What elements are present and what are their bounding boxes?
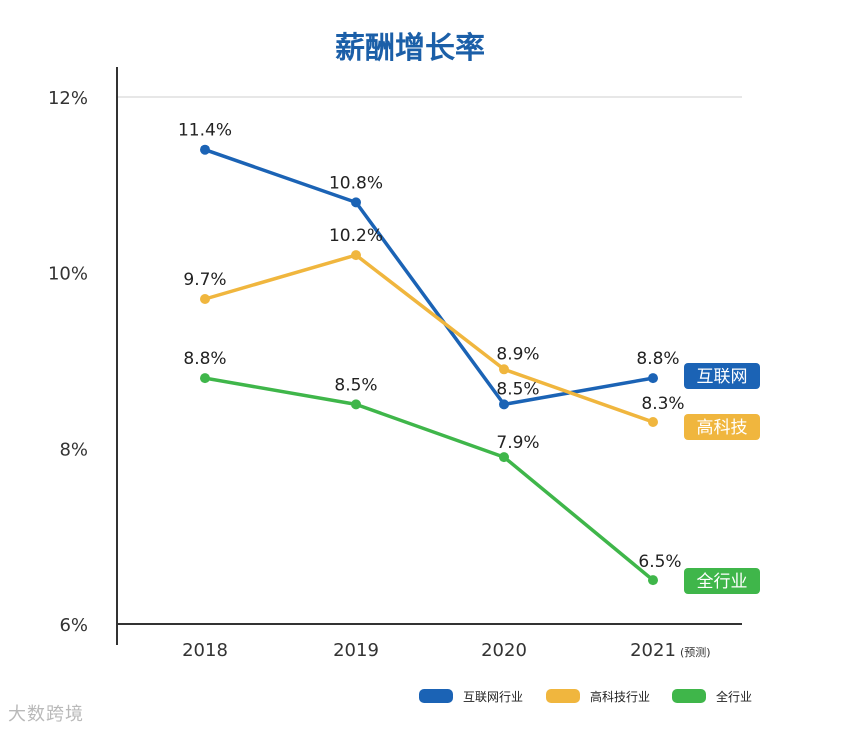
y-tick-label: 12% — [48, 88, 88, 109]
legend-label: 互联网行业 — [463, 690, 523, 704]
series-point — [648, 575, 658, 586]
legend-swatch — [672, 689, 706, 703]
x-axis-ticks: 2018 2019 2020 2021 (预测) — [182, 640, 711, 661]
end-label-text: 互联网 — [697, 367, 748, 387]
data-label: 8.8% — [636, 349, 679, 369]
chart-title: 薪酬增长率 — [335, 31, 485, 66]
x-tick-label: 2019 — [333, 640, 379, 661]
data-label: 6.5% — [638, 552, 681, 572]
series-point — [499, 364, 509, 375]
series-point — [200, 294, 210, 304]
series-point — [200, 144, 210, 155]
series-point — [351, 399, 361, 410]
series-end-label: 互联网 — [684, 363, 760, 389]
data-label: 9.7% — [183, 270, 226, 290]
series-end-label: 全行业 — [684, 568, 760, 594]
y-tick-label: 10% — [48, 264, 88, 285]
data-label: 11.4% — [178, 121, 232, 141]
series-line — [203, 253, 655, 424]
series-line — [203, 376, 655, 582]
x-tick-label: 2018 — [182, 640, 228, 661]
series-point — [648, 417, 658, 427]
series-line — [203, 147, 655, 407]
series-point — [648, 373, 658, 384]
data-label: 8.5% — [334, 375, 377, 395]
end-label-box — [684, 363, 760, 389]
end-label-text: 全行业 — [697, 572, 748, 592]
y-tick-label: 8% — [59, 439, 88, 460]
data-labels: 11.4% 10.8% 8.5% 8.8% 9.7% 10.2% 8.9% 8.3% 8.8% 8… — [178, 121, 685, 572]
x-tick-label: 2020 — [481, 640, 527, 661]
series-point — [200, 373, 210, 384]
legend-item: 互联网行业 — [419, 689, 523, 704]
x-tick-suffix: (预测) — [680, 646, 711, 659]
series-point — [351, 197, 361, 208]
x-tick-label: 2021 — [630, 640, 676, 661]
series-point — [499, 399, 509, 410]
end-label-box — [684, 568, 760, 594]
series-point — [499, 452, 509, 463]
end-label-box — [684, 414, 760, 440]
data-label: 8.9% — [496, 344, 539, 364]
series-end-label: 高科技 — [684, 414, 760, 440]
legend-swatch — [546, 689, 580, 703]
end-label-text: 高科技 — [697, 418, 748, 438]
data-label: 10.2% — [329, 226, 383, 246]
y-axis-ticks: 6% 8% 10% 12% — [48, 88, 88, 636]
y-tick-label: 6% — [59, 615, 88, 636]
series-lines — [203, 147, 655, 582]
legend-swatch — [419, 689, 453, 703]
data-label: 8.8% — [183, 349, 226, 369]
data-label: 8.5% — [496, 379, 539, 399]
watermark: 大数跨境 — [8, 704, 84, 725]
data-label: 7.9% — [496, 433, 539, 453]
data-label: 10.8% — [329, 173, 383, 193]
legend-label: 高科技行业 — [590, 689, 650, 704]
legend-item: 高科技行业 — [546, 689, 650, 704]
series-point — [351, 250, 361, 261]
legend-item: 全行业 — [672, 689, 752, 704]
legend: 互联网行业 高科技行业 全行业 — [419, 689, 752, 704]
series-points — [200, 144, 658, 586]
legend-label: 全行业 — [716, 689, 752, 704]
data-label: 8.3% — [641, 394, 684, 414]
